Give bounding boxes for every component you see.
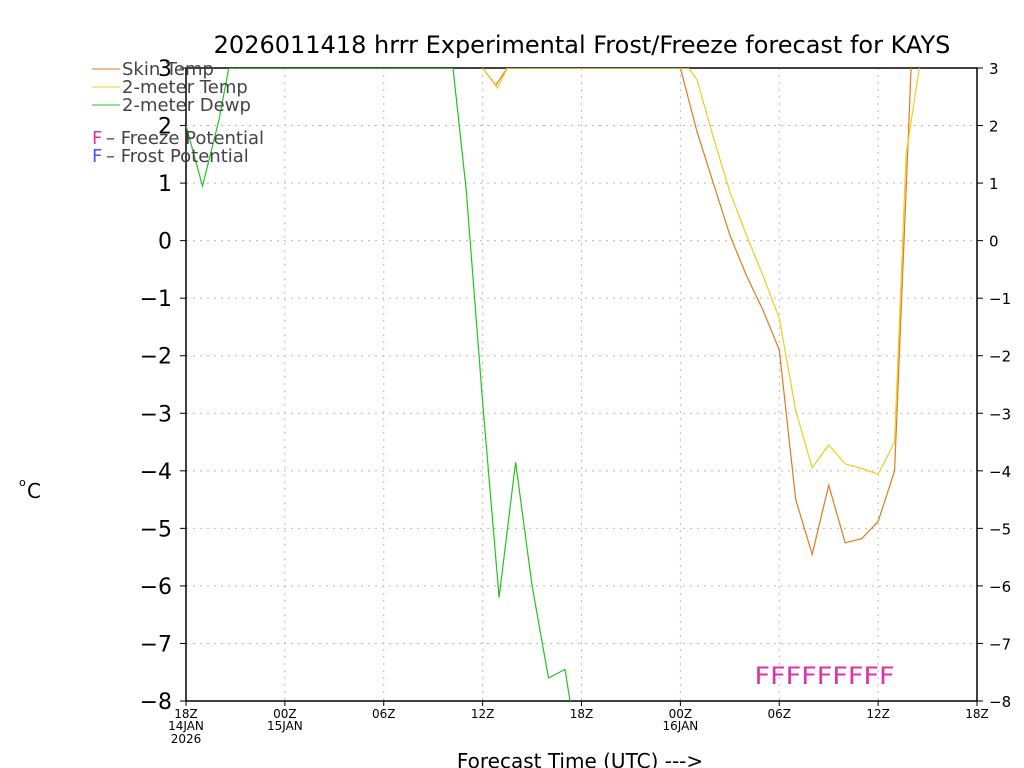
y-tick-label-left: −7	[140, 632, 172, 657]
legend-label-2m-temp: 2-meter Temp	[122, 77, 248, 98]
y-tick-label-left: 2	[158, 115, 172, 140]
freeze-markers: FFFFFFFFF	[755, 662, 895, 690]
y-tick-label-left: −3	[140, 402, 172, 427]
y-tick-label-left: −4	[140, 460, 172, 485]
x-tick-label: 18Z	[965, 707, 989, 721]
legend-freeze-letter: F	[92, 128, 102, 149]
y-tick-label-left: 1	[158, 172, 172, 197]
x-axis-label: Forecast Time (UTC) --->	[457, 749, 703, 768]
y-tick-label-right: 3	[989, 60, 999, 78]
y-axis-left: 3 2 1 0 −1 −2 −3 −4 −5 −6 −7 −8	[140, 57, 186, 715]
x-tick-label: 12Z	[471, 707, 495, 721]
y-tick-label-right: −1	[989, 290, 1011, 308]
y-tick-label-right: −3	[989, 405, 1011, 423]
x-tick-year: 2026	[171, 732, 202, 746]
y-tick-label-left: 0	[158, 230, 172, 255]
x-tick-label: 06Z	[768, 707, 792, 721]
x-tick-sublabel: 14JAN	[168, 719, 204, 733]
legend: Skin Temp 2-meter Temp 2-meter Dewp F – …	[92, 59, 264, 167]
legend-frost-letter: F	[92, 146, 102, 167]
x-tick-label: 12Z	[866, 707, 890, 721]
y-tick-label-left: −8	[140, 690, 172, 715]
series-line-2-meter-dewp	[186, 68, 571, 701]
y-tick-label-right: −6	[989, 578, 1011, 596]
series-line-skin-temp	[482, 68, 912, 557]
x-tick-sublabel: 15JAN	[267, 719, 303, 733]
x-tick-label: 18Z	[174, 707, 198, 721]
x-tick-label: 06Z	[372, 707, 396, 721]
x-tick-label: 18Z	[570, 707, 594, 721]
y-axis-label-unit: C	[27, 479, 41, 503]
y-tick-label-left: −1	[140, 287, 172, 312]
series-line-2-meter-temp	[482, 68, 920, 476]
y-tick-label-left: −2	[140, 345, 172, 370]
y-tick-label-right: −7	[989, 635, 1011, 653]
series-layer	[186, 68, 920, 701]
y-tick-label-right: 2	[989, 118, 999, 136]
y-tick-label-right: −2	[989, 348, 1011, 366]
y-tick-label-right: −5	[989, 520, 1011, 538]
x-tick-label: 00Z	[669, 707, 693, 721]
y-axis-label-degree: o	[19, 476, 26, 489]
legend-frost-text: – Frost Potential	[106, 146, 249, 167]
y-tick-label-right: −4	[989, 463, 1011, 481]
grid	[186, 68, 977, 701]
x-tick-label: 00Z	[273, 707, 297, 721]
y-tick-label-right: 1	[989, 175, 999, 193]
legend-label-skin-temp: Skin Temp	[122, 59, 214, 80]
x-tick-sublabel: 16JAN	[662, 719, 698, 733]
legend-freeze-text: – Freeze Potential	[106, 128, 264, 149]
y-tick-label-left: 3	[158, 57, 172, 82]
y-axis-label: o C	[19, 476, 41, 503]
y-tick-label-left: −5	[140, 517, 172, 542]
y-tick-label-left: −6	[140, 575, 172, 600]
y-tick-label-right: 0	[989, 233, 999, 251]
y-tick-label-right: −8	[989, 693, 1011, 711]
y-axis-right: 3 2 1 0 −1 −2 −3 −4 −5 −6 −7 −8	[977, 60, 1011, 711]
chart-title: 2026011418 hrrr Experimental Frost/Freez…	[214, 31, 951, 59]
legend-label-2m-dewp: 2-meter Dewp	[122, 95, 251, 116]
